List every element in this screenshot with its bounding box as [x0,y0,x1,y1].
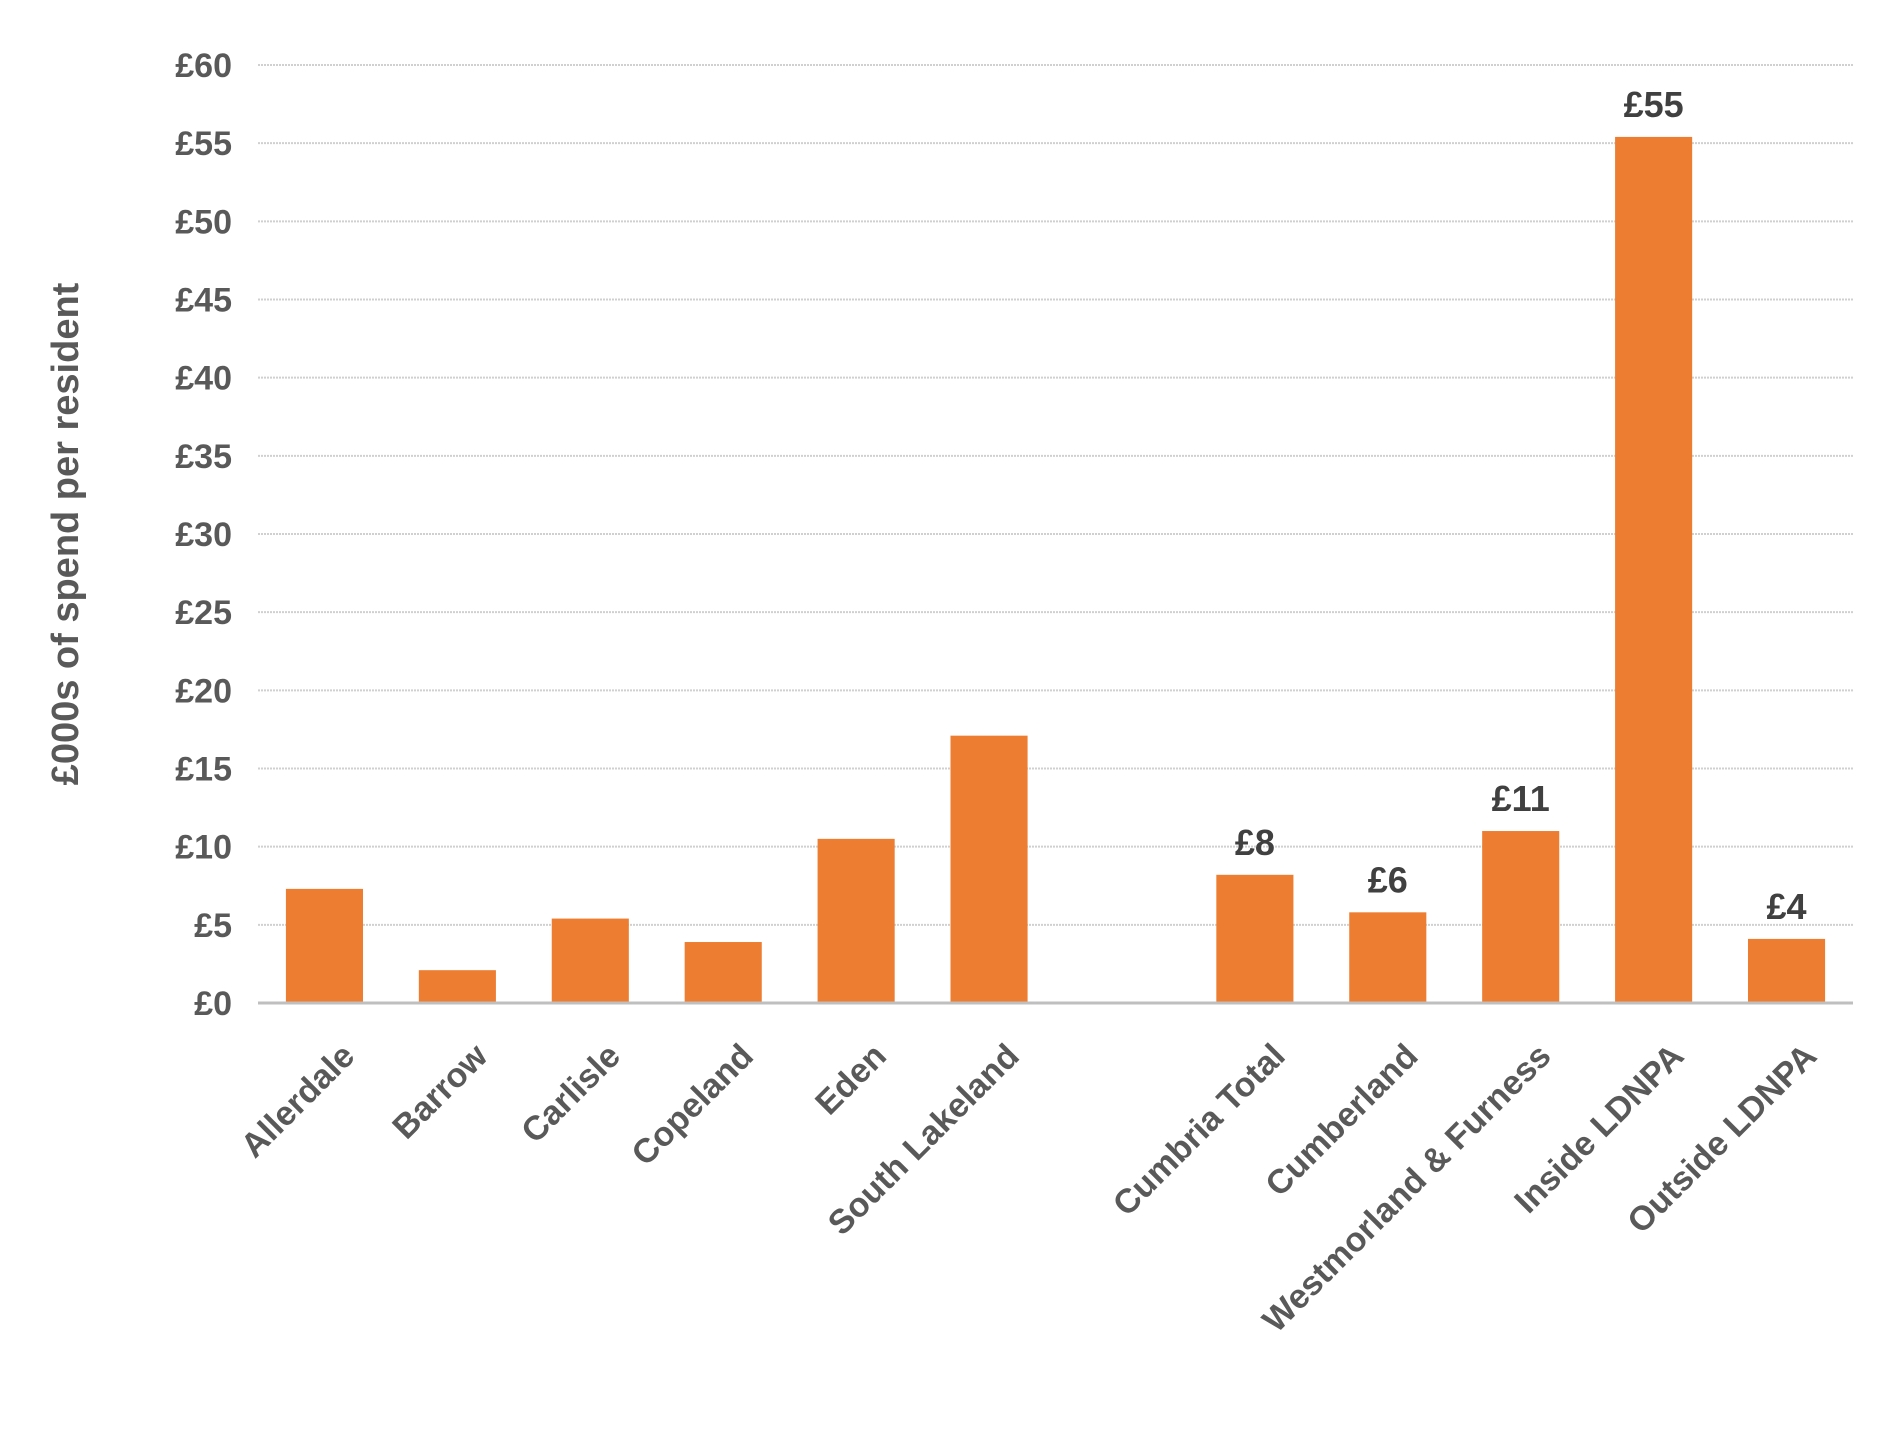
data-label: £11 [1492,778,1550,819]
bar [1349,912,1427,1003]
y-tick-label: £25 [175,594,232,632]
bars [285,136,1826,1003]
y-tick-label: £0 [194,985,232,1023]
y-tick-label: £50 [175,203,232,241]
gridlines [258,64,1853,926]
y-tick-label: £60 [175,47,232,85]
bar [418,970,496,1003]
bar [950,735,1028,1003]
x-category-label: Barrow [385,1036,495,1146]
x-category-label: Cumbria Total [1106,1037,1293,1224]
data-label: £8 [1235,822,1275,863]
y-tick-label: £5 [194,907,232,945]
bar [1615,136,1693,1003]
y-tick-label: £40 [175,360,232,398]
y-axis-ticks: £0 £5 £10 £15 £20 £25 £30 £35 £40 £45 £50 £55 £60 [175,47,232,1023]
y-tick-label: £10 [175,829,232,867]
y-tick-label: £55 [175,125,232,163]
bar [285,888,364,1003]
bar [817,838,895,1003]
y-tick-label: £35 [175,438,232,476]
data-label: £6 [1368,859,1408,900]
bar [1216,874,1294,1003]
x-category-label: Eden [808,1037,894,1123]
y-tick-label: £30 [175,516,232,554]
data-labels: £8 £6 £11 £55 £4 [1235,84,1807,927]
bar [1747,938,1826,1003]
x-category-label: Allerdale [234,1037,362,1165]
x-category-label: Carlisle [514,1037,628,1151]
data-label: £4 [1767,886,1807,927]
y-tick-label: £20 [175,672,232,710]
bar [684,942,762,1003]
y-axis-title: £000s of spend per resident [45,282,87,785]
x-category-label: Copeland [624,1037,760,1173]
data-label: £55 [1624,84,1684,125]
bar [551,918,629,1003]
y-tick-label: £15 [175,751,232,789]
bar [1482,831,1560,1003]
y-tick-label: £45 [175,282,232,320]
